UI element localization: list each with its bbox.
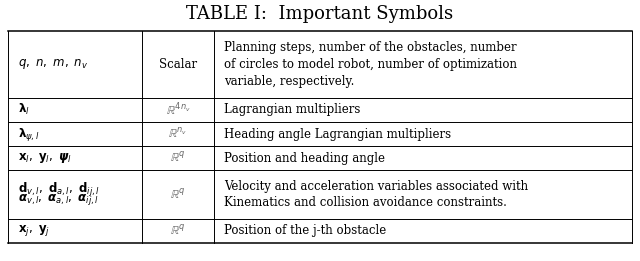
Text: $\boldsymbol{\lambda}_{\psi,l}$: $\boldsymbol{\lambda}_{\psi,l}$ <box>18 126 40 143</box>
Text: $\mathbf{x}_j,\ \mathbf{y}_j$: $\mathbf{x}_j,\ \mathbf{y}_j$ <box>18 223 50 238</box>
Text: variable, respectively.: variable, respectively. <box>224 75 355 87</box>
Text: TABLE I:  Important Symbols: TABLE I: Important Symbols <box>186 5 454 23</box>
Text: Planning steps, number of the obstacles, number: Planning steps, number of the obstacles,… <box>224 41 516 54</box>
Text: $\boldsymbol{\alpha}_{v,l},\ \boldsymbol{\alpha}_{a,l},\ \boldsymbol{\alpha}_{ij: $\boldsymbol{\alpha}_{v,l},\ \boldsymbol… <box>18 192 99 207</box>
Text: $\mathbf{x}_l,\ \mathbf{y}_l,\ \boldsymbol{\psi}_l$: $\mathbf{x}_l,\ \mathbf{y}_l,\ \boldsymb… <box>18 151 72 165</box>
Text: $\mathbb{R}^{q}$: $\mathbb{R}^{q}$ <box>170 188 186 201</box>
Text: Kinematics and collision avoidance constraints.: Kinematics and collision avoidance const… <box>224 196 507 209</box>
Text: $\mathbb{R}^{q}$: $\mathbb{R}^{q}$ <box>170 224 186 238</box>
Text: Heading angle Lagrangian multipliers: Heading angle Lagrangian multipliers <box>224 128 451 140</box>
Text: Position and heading angle: Position and heading angle <box>224 152 385 165</box>
Text: $q,\ n,\ m,\ n_v$: $q,\ n,\ m,\ n_v$ <box>18 57 88 71</box>
Text: Lagrangian multipliers: Lagrangian multipliers <box>224 103 360 116</box>
Text: Position of the j-th obstacle: Position of the j-th obstacle <box>224 224 386 238</box>
Text: $\boldsymbol{\lambda}_l$: $\boldsymbol{\lambda}_l$ <box>18 102 30 117</box>
Text: $\mathbb{R}^{n_v}$: $\mathbb{R}^{n_v}$ <box>168 127 188 141</box>
Text: $\mathbb{R}^{q}$: $\mathbb{R}^{q}$ <box>170 151 186 165</box>
Text: Velocity and acceleration variables associated with: Velocity and acceleration variables asso… <box>224 180 528 193</box>
Text: $\mathbb{R}^{4n_v}$: $\mathbb{R}^{4n_v}$ <box>166 102 190 118</box>
Text: of circles to model robot, number of optimization: of circles to model robot, number of opt… <box>224 58 517 71</box>
Text: Scalar: Scalar <box>159 58 197 71</box>
Text: $\mathbf{d}_{v,l},\ \mathbf{d}_{a,l},\ \mathbf{d}_{ij,l}$: $\mathbf{d}_{v,l},\ \mathbf{d}_{a,l},\ \… <box>18 181 100 199</box>
